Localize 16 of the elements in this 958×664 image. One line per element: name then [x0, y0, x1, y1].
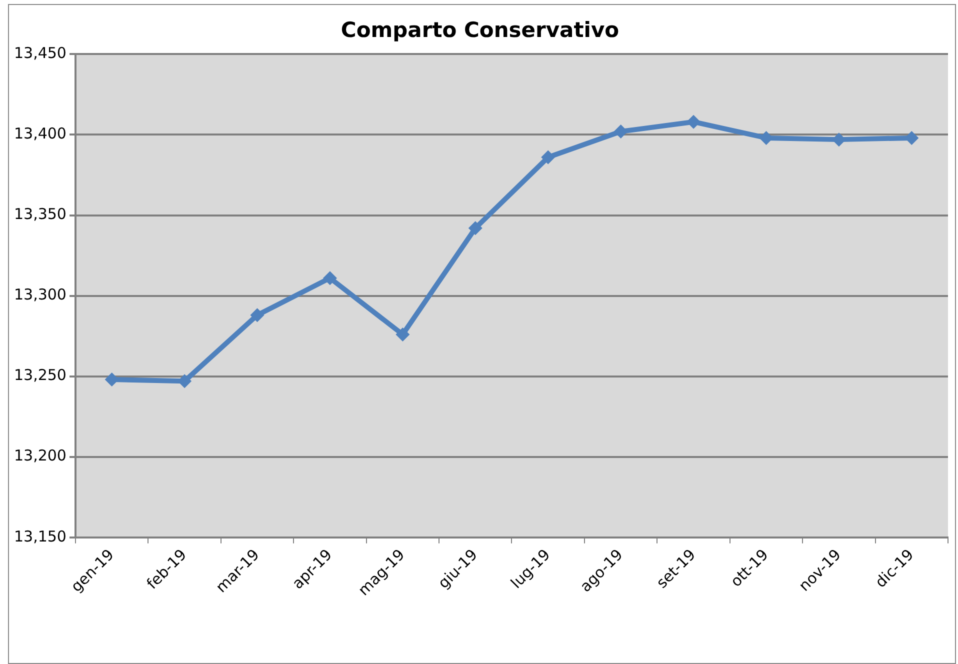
point [396, 327, 410, 342]
chart-title: Comparto Conservativo [340, 18, 620, 42]
point [614, 124, 628, 139]
point [904, 130, 919, 145]
point [686, 114, 701, 129]
y-tick-label: 13,300 [14, 286, 66, 304]
point [541, 150, 556, 164]
point [250, 308, 264, 322]
y-tick-label: 13,350 [14, 205, 66, 224]
y-tick-label: 13,450 [14, 44, 66, 62]
y-tick-label: 13,150 [14, 527, 66, 546]
point [322, 271, 337, 286]
y-tick-label: 13,200 [14, 446, 66, 465]
y-tick-label: 13,250 [14, 366, 66, 384]
point [468, 221, 482, 236]
y-tick-label: 13,400 [14, 124, 66, 143]
